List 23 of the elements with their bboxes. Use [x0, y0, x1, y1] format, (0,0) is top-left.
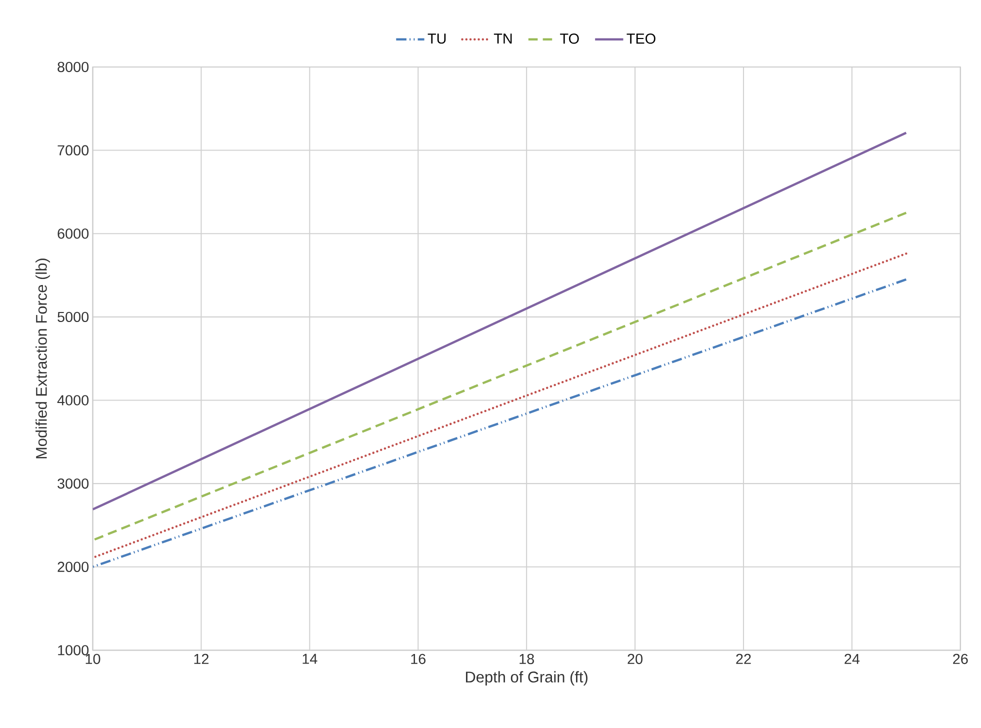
x-tick-label: 26: [953, 654, 968, 664]
y-tick-label: 7000: [58, 145, 89, 156]
y-tick-label: 8000: [58, 62, 89, 72]
x-tick-label: 12: [194, 654, 209, 664]
x-tick-label: 24: [844, 654, 860, 664]
y-axis-title: Modified Extraction Force (lb): [36, 258, 50, 459]
y-tick-label: 6000: [58, 228, 89, 239]
x-tick-label: 10: [86, 654, 100, 664]
x-axis-title: Depth of Grain (ft): [466, 671, 588, 686]
y-tick-label: 4000: [57, 395, 89, 406]
y-tick-label: 1000: [58, 645, 89, 656]
x-tick-label: 22: [736, 654, 751, 664]
x-tick-label: 18: [520, 654, 534, 664]
legend-label: TN: [494, 34, 512, 44]
legend-label: TU: [428, 34, 446, 44]
y-tick-label: 2000: [58, 562, 89, 572]
x-tick-label: 14: [302, 654, 318, 664]
x-tick-label: 16: [411, 654, 426, 664]
legend-label: TO: [560, 34, 579, 44]
x-tick-label: 20: [628, 654, 642, 664]
legend-label: TEO: [626, 34, 656, 44]
y-tick-label: 5000: [58, 312, 89, 322]
y-tick-label: 3000: [58, 478, 89, 489]
